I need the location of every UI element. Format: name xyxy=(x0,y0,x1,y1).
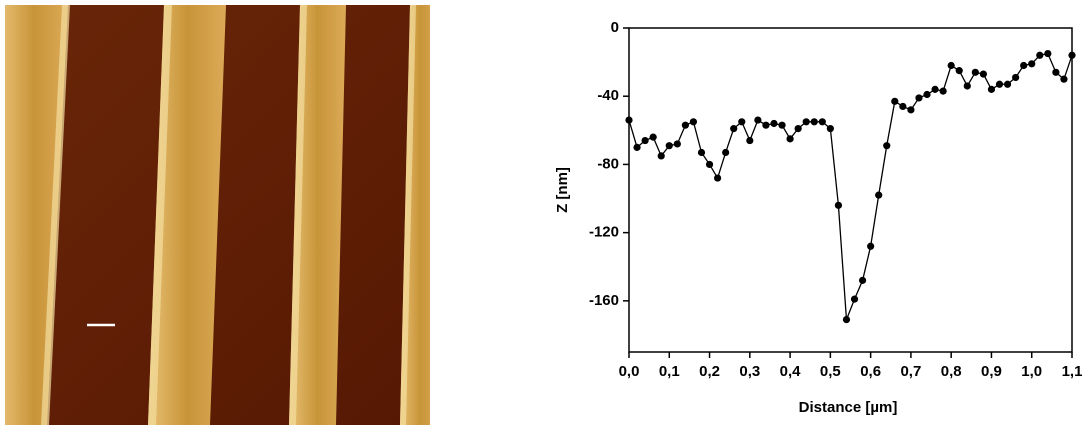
x-tick-label: 1,1 xyxy=(1062,363,1083,380)
data-point xyxy=(915,94,923,102)
data-point xyxy=(705,160,714,169)
data-point xyxy=(995,80,1004,88)
data-point xyxy=(633,143,641,151)
data-point xyxy=(939,87,947,95)
data-point xyxy=(722,148,730,157)
data-point xyxy=(955,67,963,75)
data-point xyxy=(867,242,875,250)
data-point xyxy=(714,174,722,182)
x-tick-label: 1,0 xyxy=(1021,363,1042,380)
afm-image xyxy=(5,5,430,425)
data-point xyxy=(746,136,754,145)
data-point xyxy=(770,119,778,128)
data-point xyxy=(794,125,802,133)
data-point xyxy=(818,118,826,126)
data-point xyxy=(1044,49,1052,58)
data-point xyxy=(1052,68,1060,76)
data-point xyxy=(931,85,939,93)
y-tick-label: -120 xyxy=(589,224,619,241)
data-point xyxy=(1060,75,1068,83)
data-point xyxy=(899,102,907,111)
data-point xyxy=(762,121,770,129)
data-point xyxy=(1020,61,1028,70)
x-tick-label: 0,7 xyxy=(900,363,921,380)
x-tick-label: 0,8 xyxy=(941,363,962,380)
x-tick-label: 0,1 xyxy=(659,363,680,380)
data-point xyxy=(625,116,633,124)
y-tick-label: 0 xyxy=(611,19,619,36)
data-point xyxy=(1012,73,1020,82)
y-tick-label: -80 xyxy=(597,155,619,172)
data-point xyxy=(649,133,657,141)
data-point xyxy=(1028,60,1036,68)
x-tick-label: 0,6 xyxy=(860,363,881,380)
data-point xyxy=(947,61,955,70)
data-point xyxy=(979,70,988,78)
data-point xyxy=(681,121,689,129)
data-point xyxy=(786,135,794,143)
data-point xyxy=(810,118,818,126)
data-point xyxy=(657,152,665,160)
data-point xyxy=(875,191,883,199)
x-tick-label: 0,5 xyxy=(820,363,841,380)
data-point xyxy=(891,97,899,105)
data-point xyxy=(858,276,867,284)
data-point xyxy=(689,118,698,126)
y-tick-label: -160 xyxy=(589,292,619,309)
data-point xyxy=(1003,80,1012,88)
data-point xyxy=(1036,51,1044,59)
data-point xyxy=(802,118,810,126)
data-point xyxy=(883,142,891,150)
data-point xyxy=(778,121,786,129)
x-axis-title: Distance [µm] xyxy=(799,399,898,416)
data-point xyxy=(963,82,971,90)
data-point xyxy=(971,68,979,76)
data-point xyxy=(850,295,859,303)
data-point xyxy=(697,148,706,157)
data-point xyxy=(987,85,996,93)
plot-frame xyxy=(628,27,1073,353)
y-tick-label: -40 xyxy=(597,87,619,104)
data-point xyxy=(641,136,649,145)
data-point xyxy=(834,201,843,209)
data-point xyxy=(754,116,762,124)
data-point xyxy=(826,125,834,133)
data-point xyxy=(730,125,738,133)
y-axis-title: Z [nm] xyxy=(554,167,571,213)
data-point xyxy=(665,142,673,150)
data-point xyxy=(738,118,746,126)
data-line xyxy=(628,52,1073,320)
x-tick-label: 0,3 xyxy=(739,363,760,380)
data-point xyxy=(673,140,681,148)
data-point xyxy=(907,106,915,114)
data-point xyxy=(1068,51,1076,59)
data-point xyxy=(923,90,931,99)
data-point xyxy=(842,316,851,324)
x-tick-label: 0,2 xyxy=(699,363,720,380)
x-tick-label: 0,9 xyxy=(981,363,1002,380)
x-tick-label: 0,0 xyxy=(619,363,640,380)
x-tick-label: 0,4 xyxy=(780,363,802,380)
